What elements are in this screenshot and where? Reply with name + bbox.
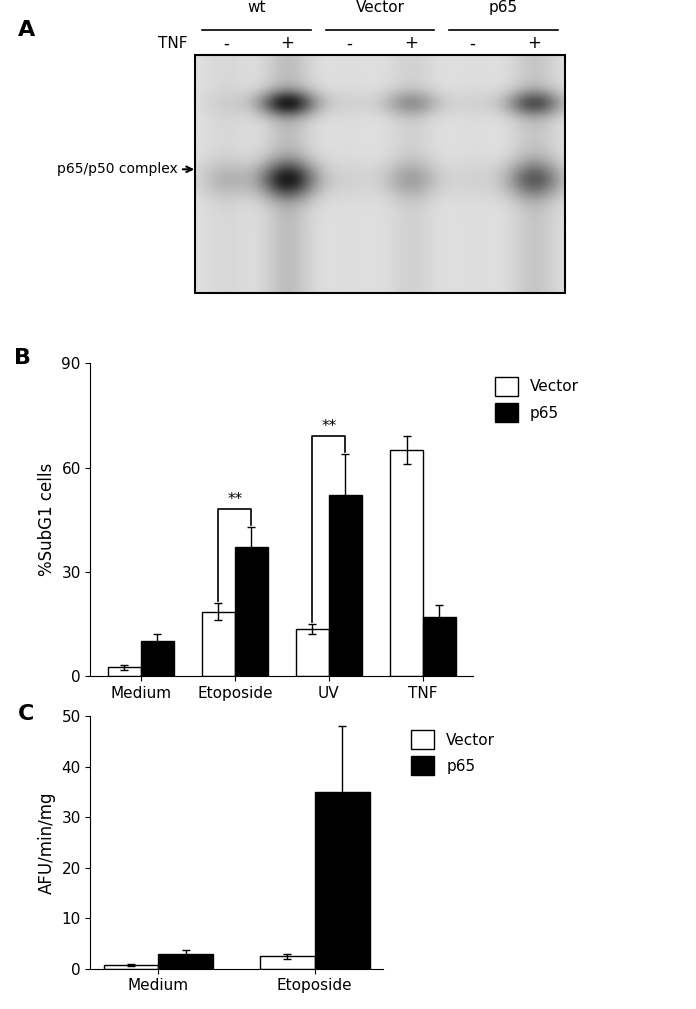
- Text: C: C: [17, 704, 34, 723]
- Text: B: B: [14, 347, 31, 367]
- Text: Vector: Vector: [356, 0, 404, 15]
- Y-axis label: %SubG1 cells: %SubG1 cells: [38, 463, 56, 576]
- Legend: Vector, p65: Vector, p65: [489, 371, 585, 428]
- Text: -: -: [223, 34, 229, 52]
- Text: -: -: [346, 34, 352, 52]
- Bar: [195, 55, 565, 293]
- Text: **: **: [322, 420, 337, 435]
- Bar: [390, 450, 423, 676]
- Text: **: **: [227, 492, 242, 508]
- Text: wt: wt: [247, 0, 266, 15]
- Text: +: +: [404, 34, 418, 52]
- Text: +: +: [528, 34, 541, 52]
- Text: p65: p65: [489, 0, 518, 15]
- Bar: [141, 642, 174, 676]
- Text: A: A: [18, 20, 35, 40]
- Bar: [202, 611, 235, 676]
- Text: +: +: [280, 34, 294, 52]
- Bar: [315, 792, 370, 969]
- Y-axis label: AFU/min/mg: AFU/min/mg: [38, 791, 56, 894]
- Bar: [296, 630, 329, 676]
- Legend: Vector, p65: Vector, p65: [405, 724, 501, 781]
- Bar: [108, 667, 141, 676]
- Bar: [329, 495, 362, 676]
- Bar: [423, 616, 456, 676]
- Text: -: -: [470, 34, 475, 52]
- Bar: [260, 957, 315, 969]
- Text: p65/p50 complex: p65/p50 complex: [57, 162, 178, 177]
- Bar: [104, 965, 159, 969]
- Text: TNF: TNF: [157, 36, 187, 50]
- Bar: [159, 954, 213, 969]
- Bar: [235, 548, 268, 676]
